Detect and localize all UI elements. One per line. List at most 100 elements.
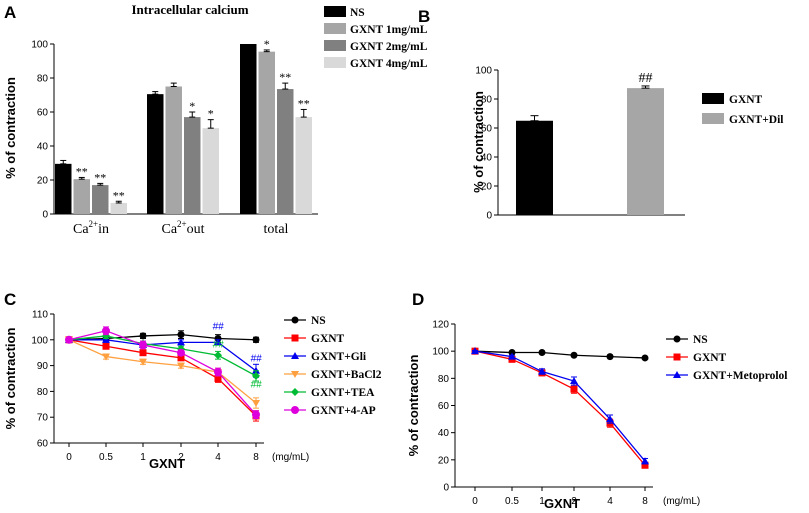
d-x-axis-label: GXNT — [544, 496, 580, 511]
c-marker-diamond — [252, 371, 260, 380]
b-y-tick-label: 60 — [481, 124, 493, 135]
a-bar — [258, 51, 275, 215]
d-y-tick-label: 120 — [432, 320, 449, 331]
c-marker-circle — [252, 336, 260, 344]
a-legend-label: GXNT 2mg/mL — [350, 41, 428, 53]
c-marker-hexagon — [65, 335, 73, 344]
c-marker-square — [139, 349, 147, 357]
a-category-label: Ca2+in — [73, 219, 109, 237]
c-marker-triangle-down — [102, 353, 110, 361]
b-y-tick-label: 100 — [475, 66, 492, 77]
c-x-unit: (mg/mL) — [272, 452, 309, 463]
d-legend-label: GXNT — [693, 352, 727, 364]
d-marker-triangle — [471, 347, 479, 355]
a-legend-swatch — [324, 40, 346, 51]
d-marker-triangle — [508, 352, 516, 360]
c-annotation: ## — [250, 380, 262, 391]
d-marker-square — [570, 385, 578, 393]
d-legend-marker-circle — [673, 335, 681, 343]
c-y-tick-label: 60 — [37, 439, 49, 450]
c-marker-triangle-down — [177, 362, 185, 370]
c-marker-triangle-down — [252, 400, 260, 408]
a-bar — [240, 44, 257, 214]
chart-a: 0 20 40 60 80 100 % of contraction Intracellula… — [3, 2, 428, 237]
b-significance-mark: ## — [639, 71, 653, 86]
panel-label-d: D — [412, 290, 424, 309]
a-bar — [147, 94, 164, 214]
a-y-tick-label: 100 — [31, 40, 48, 51]
d-marker-triangle — [641, 457, 649, 465]
d-y-tick-label: 100 — [432, 347, 449, 358]
d-series-line — [474, 350, 646, 359]
d-x-tick-label: 1 — [539, 496, 545, 507]
c-legend-label: NS — [311, 315, 326, 327]
a-bar — [295, 117, 312, 214]
d-marker-circle — [606, 353, 614, 361]
c-marker-hexagon — [214, 368, 222, 377]
d-x-tick-label: 0.5 — [505, 496, 519, 507]
a-significance-mark: ** — [94, 170, 106, 184]
b-y-tick-label: 20 — [481, 182, 493, 193]
c-series-line — [68, 339, 257, 404]
a-category-label: total — [264, 222, 289, 237]
d-y-tick-label: 80 — [438, 374, 450, 385]
c-y-tick-label: 70 — [37, 413, 49, 424]
a-bar — [277, 89, 294, 214]
d-legend-label: NS — [693, 334, 708, 346]
c-marker-square — [177, 354, 185, 362]
c-legend-marker-triangle — [291, 352, 299, 359]
chart-b: 0 20 40 60 80 100 % of contraction GXNT ## GXNT+D… — [471, 66, 783, 222]
a-legend-swatch — [324, 23, 346, 34]
a-significance-mark: * — [208, 107, 214, 121]
c-legend-marker-diamond — [291, 388, 299, 396]
b-bar — [627, 88, 664, 215]
c-annotation: ## — [250, 354, 262, 365]
b-y-tick-label: 0 — [486, 211, 492, 222]
c-series-line — [68, 335, 257, 377]
a-significance-mark: ** — [298, 96, 310, 110]
c-x-tick-label: 0.5 — [99, 452, 113, 463]
a-legend-label: NS — [350, 7, 365, 19]
c-marker-hexagon — [139, 340, 147, 349]
b-y-tick-label: 40 — [481, 153, 493, 164]
a-y-tick-label: 0 — [42, 210, 48, 221]
b-legend-swatch — [702, 113, 724, 124]
c-x-tick-label: 1 — [140, 452, 146, 463]
c-series-line — [69, 339, 257, 372]
a-bar — [184, 117, 201, 214]
a-legend-swatch — [324, 57, 346, 68]
c-marker-diamond — [214, 351, 222, 360]
panel-label-c: C — [4, 290, 16, 309]
b-y-axis-label: % of contraction — [471, 91, 486, 193]
c-marker-hexagon — [252, 410, 260, 419]
c-legend-label: GXNT — [311, 333, 345, 345]
c-legend-marker-square — [291, 334, 299, 342]
d-legend-label: GXNT+Metoprolol — [693, 370, 788, 382]
d-y-tick-label: 60 — [438, 401, 450, 412]
a-bar — [110, 202, 127, 214]
c-x-tick-label: 0 — [66, 452, 72, 463]
c-annotation: ## — [212, 340, 224, 351]
a-chart-title: Intracellular calcium — [131, 2, 248, 17]
c-x-axis-label: GXNT — [149, 456, 185, 471]
chart-d: 0 20 40 60 80 100 120 0 0.5 1 2 4 8 (mg/mL) GXNT % of c… — [406, 320, 788, 512]
c-marker-hexagon — [102, 326, 110, 335]
c-marker-triangle — [214, 338, 222, 346]
panel-label-a: A — [4, 3, 16, 22]
a-legend-label: GXNT 1mg/mL — [350, 24, 428, 36]
d-x-unit: (mg/mL) — [663, 496, 700, 507]
b-legend-swatch — [702, 93, 724, 104]
a-y-tick-label: 40 — [37, 142, 49, 153]
a-legend-swatch — [324, 6, 346, 17]
c-y-tick-label: 100 — [31, 335, 48, 346]
a-bar — [165, 86, 182, 214]
a-bar — [202, 128, 219, 214]
a-significance-mark: * — [264, 37, 270, 51]
d-legend-marker-triangle — [673, 371, 681, 378]
c-marker-square — [102, 342, 110, 350]
d-y-axis-label: % of contraction — [406, 355, 421, 457]
a-bar — [55, 163, 72, 214]
c-marker-circle — [177, 331, 185, 339]
a-category-label: Ca2+out — [161, 219, 204, 237]
